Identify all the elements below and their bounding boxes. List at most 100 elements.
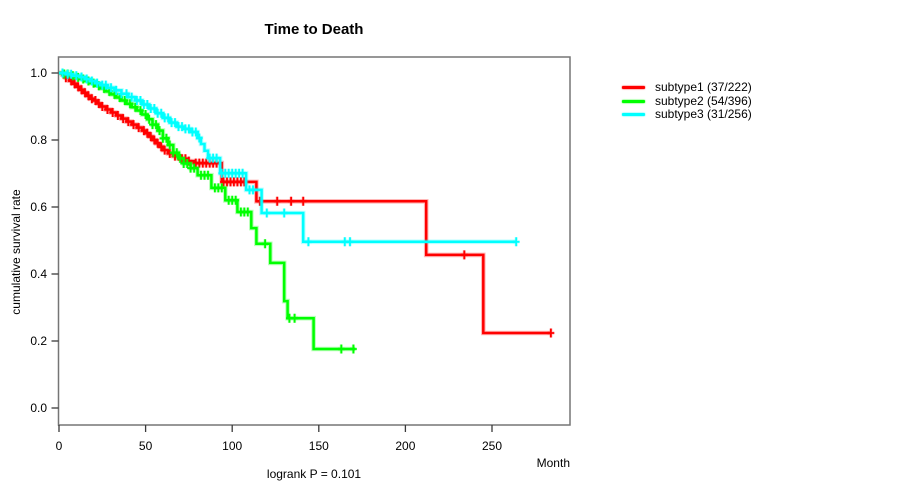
survival-curve-3 bbox=[59, 71, 517, 244]
censor-mark bbox=[337, 344, 345, 354]
censor-mark bbox=[305, 237, 312, 247]
censor-mark bbox=[124, 117, 132, 127]
censor-mark bbox=[114, 111, 122, 120]
censor-mark bbox=[88, 76, 96, 86]
plot-border bbox=[57, 56, 571, 426]
censor-mark bbox=[131, 102, 139, 112]
legend-line-sample bbox=[622, 113, 645, 117]
censor-mark bbox=[130, 120, 137, 130]
censor-mark bbox=[261, 239, 269, 249]
censor-mark bbox=[218, 183, 226, 193]
survival-curve-2-halo bbox=[59, 70, 356, 352]
x-tick-label: 0 bbox=[56, 439, 63, 453]
censor-mark bbox=[164, 113, 172, 123]
censor-mark bbox=[173, 148, 181, 158]
censor-mark bbox=[143, 128, 151, 138]
censor-mark bbox=[195, 133, 203, 143]
y-tick-label: 0.4 bbox=[30, 267, 47, 281]
censor-mark bbox=[112, 85, 120, 95]
legend-item-subtype2: subtype2 (54/396) bbox=[622, 93, 752, 109]
censor-mark bbox=[72, 71, 80, 81]
censor-mark bbox=[143, 100, 151, 109]
censor-mark bbox=[154, 138, 162, 148]
censor-mark bbox=[280, 208, 288, 218]
legend-item-subtype3: subtype3 (31/256) bbox=[622, 107, 752, 122]
censor-mark bbox=[93, 78, 101, 88]
censor-mark bbox=[85, 91, 92, 101]
censor-mark bbox=[291, 313, 298, 323]
censor-mark bbox=[547, 328, 555, 338]
censor-mark bbox=[166, 140, 174, 150]
censor-mark bbox=[350, 344, 357, 354]
censor-mark bbox=[512, 237, 520, 247]
censor-mark bbox=[78, 85, 85, 95]
censor-mark bbox=[176, 153, 184, 163]
y-tick-label: 1.0 bbox=[30, 66, 47, 80]
censor-mark bbox=[83, 74, 91, 84]
censor-mark bbox=[147, 132, 155, 142]
censor-mark bbox=[183, 159, 191, 168]
x-tick-label: 150 bbox=[309, 439, 329, 453]
censor-mark bbox=[150, 104, 158, 113]
censor-mark bbox=[192, 127, 200, 137]
censor-mark bbox=[157, 108, 165, 118]
y-tick-label: 0.0 bbox=[30, 401, 47, 415]
censor-mark bbox=[171, 118, 179, 128]
legend-label: subtype2 (54/396) bbox=[655, 93, 752, 108]
logrank-pvalue-annotation: logrank P = 0.101 bbox=[266, 467, 362, 481]
censor-mark bbox=[123, 89, 130, 99]
censor-mark bbox=[67, 69, 75, 79]
censor-mark bbox=[128, 92, 136, 102]
censor-mark bbox=[88, 94, 96, 104]
censor-mark bbox=[163, 133, 170, 143]
x-tick-label: 200 bbox=[395, 439, 415, 453]
censor-mark bbox=[263, 208, 271, 218]
censor-mark bbox=[213, 153, 220, 163]
x-axis-label: Month bbox=[536, 456, 570, 470]
censor-mark bbox=[95, 99, 103, 108]
x-tick-label: 250 bbox=[482, 439, 502, 453]
survival-curve-1-halo bbox=[59, 70, 551, 336]
censor-mark bbox=[244, 207, 252, 217]
censor-mark bbox=[107, 83, 115, 93]
x-tick-label: 100 bbox=[222, 439, 242, 453]
legend-line-sample bbox=[622, 99, 645, 103]
censor-mark bbox=[109, 108, 117, 117]
censor-mark bbox=[71, 79, 78, 89]
censor-mark bbox=[185, 124, 193, 134]
censor-mark bbox=[137, 106, 144, 115]
censor-mark bbox=[59, 68, 66, 78]
censor-mark bbox=[249, 185, 257, 195]
censor-mark bbox=[190, 163, 198, 173]
censor-mark bbox=[204, 170, 212, 180]
censor-mark bbox=[121, 96, 129, 105]
y-tick-label: 0.8 bbox=[30, 133, 47, 147]
chart-title: Time to Death bbox=[264, 21, 364, 38]
censor-mark bbox=[346, 237, 354, 247]
censor-mark bbox=[287, 196, 295, 206]
censor-mark bbox=[157, 142, 165, 152]
censor-mark bbox=[78, 72, 85, 82]
censor-mark bbox=[152, 120, 160, 130]
censor-mark bbox=[102, 80, 110, 90]
censor-mark bbox=[104, 105, 111, 114]
legend: subtype1 (37/222) subtype2 (54/396) subtyp… bbox=[622, 80, 752, 122]
censor-mark bbox=[232, 195, 240, 205]
y-tick-label: 0.2 bbox=[30, 334, 47, 348]
censor-mark bbox=[98, 102, 106, 111]
survival-curve-2 bbox=[59, 71, 356, 351]
censor-mark bbox=[137, 96, 144, 105]
legend-label: subtype1 (37/222) bbox=[655, 80, 752, 94]
legend-line-sample bbox=[622, 86, 645, 90]
y-tick-label: 0.6 bbox=[30, 200, 47, 214]
censor-mark bbox=[145, 114, 153, 124]
censor-mark bbox=[119, 114, 127, 124]
censor-mark bbox=[142, 110, 149, 119]
x-tick-label: 50 bbox=[139, 439, 153, 453]
legend-item-subtype1: subtype1 (37/222) bbox=[622, 80, 752, 95]
legend-label: subtype3 (31/256) bbox=[655, 107, 752, 121]
censor-mark bbox=[135, 123, 143, 133]
censor-mark bbox=[156, 126, 163, 136]
